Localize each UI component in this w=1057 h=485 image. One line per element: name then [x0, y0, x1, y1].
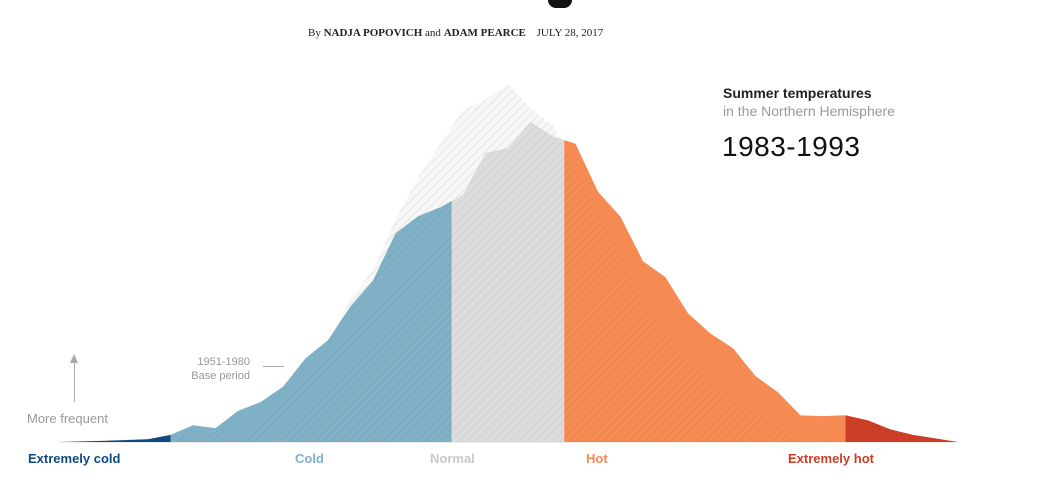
legend-title: Summer temperatures: [723, 85, 872, 101]
category-label-extremely-cold: Extremely cold: [28, 451, 121, 466]
y-axis-label: More frequent: [27, 411, 108, 426]
byline: By NADJA POPOVICH and ADAM PEARCE JULY 2…: [308, 27, 603, 39]
base-period-caption: Base period: [191, 370, 250, 382]
byline-author-1[interactable]: NADJA POPOVICH: [323, 27, 423, 39]
category-label-extremely-hot: Extremely hot: [788, 451, 874, 466]
byline-author-2[interactable]: ADAM PEARCE: [443, 27, 526, 39]
period-label: 1983-1993: [722, 131, 861, 162]
category-label-normal: Normal: [430, 451, 475, 466]
byline-prefix: By: [308, 27, 321, 39]
arrow-up-icon: [70, 354, 78, 363]
series-base-period-overlay: [58, 121, 958, 442]
arrow-shaft: [74, 362, 75, 402]
byline-connector: and: [425, 27, 441, 39]
base-period-leader-line: [263, 366, 284, 367]
category-label-cold: Cold: [295, 451, 324, 466]
band-extremely-hot: [845, 121, 958, 442]
category-label-hot: Hot: [586, 451, 608, 466]
legend-subtitle: in the Northern Hemisphere: [723, 103, 895, 119]
byline-date: JULY 28, 2017: [536, 27, 604, 39]
base-period-years: 1951-1980: [197, 356, 250, 368]
base-period-annotation: 1951-1980 Base period: [160, 355, 250, 383]
headline-crop: [548, 0, 572, 8]
